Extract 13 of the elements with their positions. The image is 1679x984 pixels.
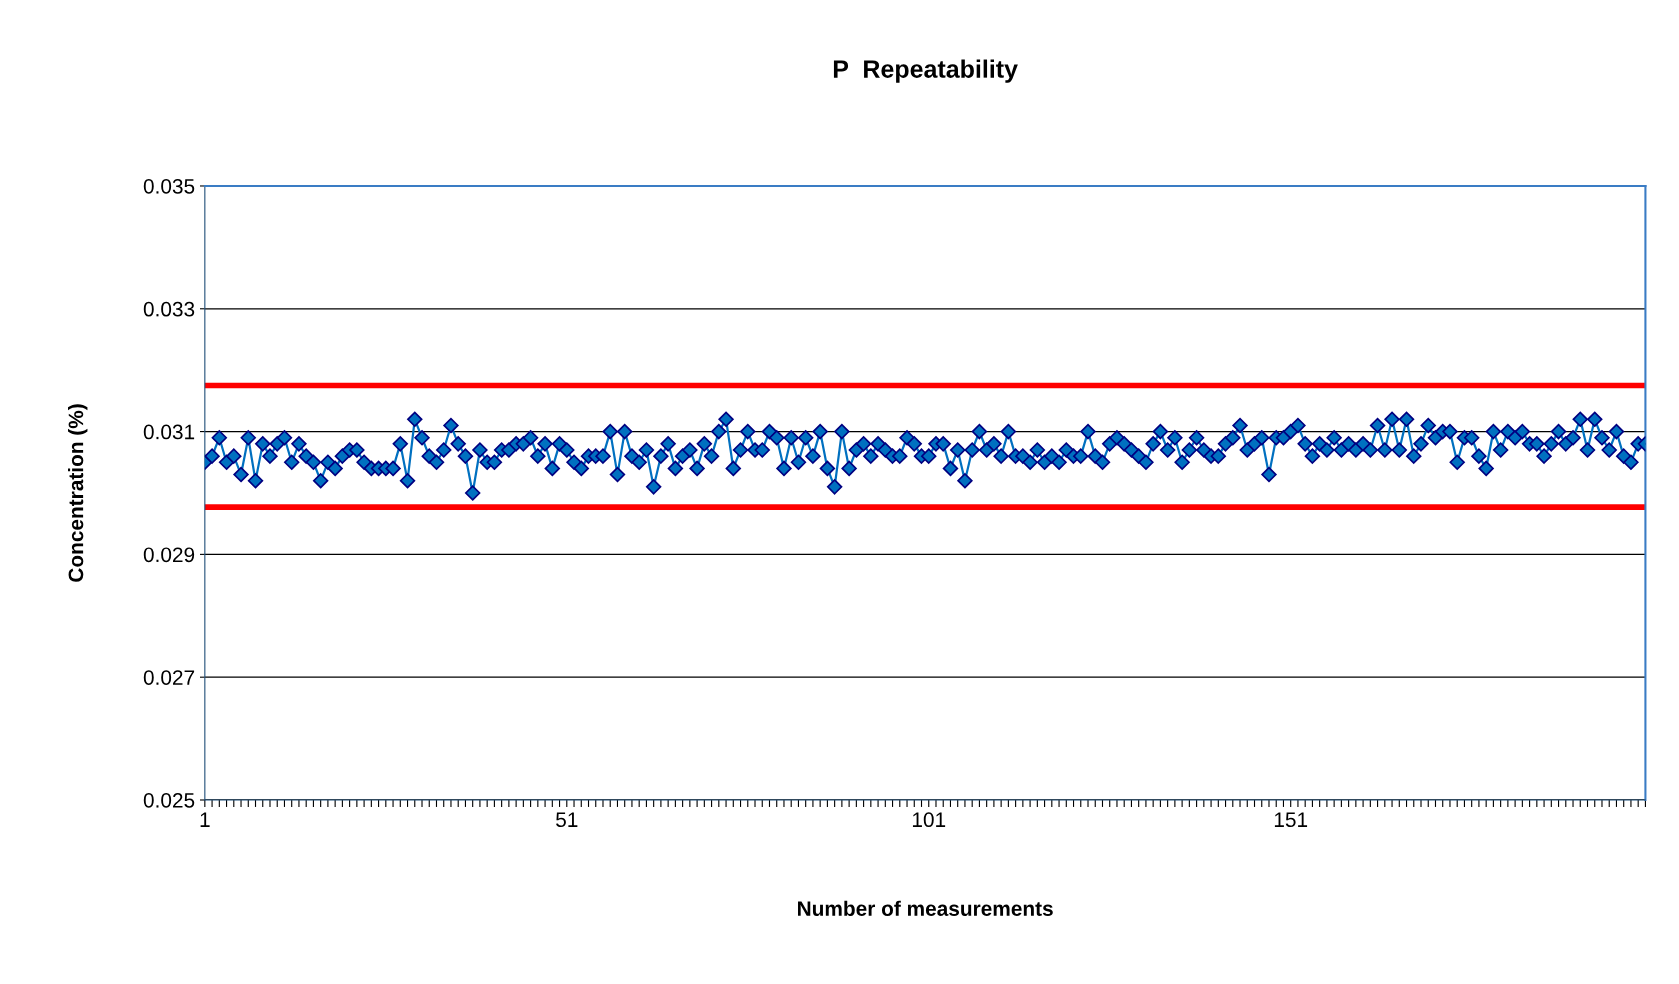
x-tick-label: 151 [1274, 812, 1308, 828]
y-tick-label: 0.027 [143, 670, 195, 685]
y-tick-label: 0.035 [143, 178, 195, 194]
y-tick-label: 0.025 [143, 792, 195, 808]
x-tick-label: 101 [912, 812, 946, 828]
chart-title: P Repeatability [833, 59, 1018, 83]
y-tick-label: 0.029 [143, 547, 195, 563]
y-tick-label: 0.031 [143, 424, 195, 440]
y-tick-label: 0.033 [143, 301, 195, 317]
x-tick-label: 51 [556, 812, 578, 828]
y-axis-title: Concentration (%) [68, 404, 88, 582]
x-axis-title: Number of measurements [798, 900, 1053, 916]
x-tick-label: 1 [200, 812, 210, 827]
